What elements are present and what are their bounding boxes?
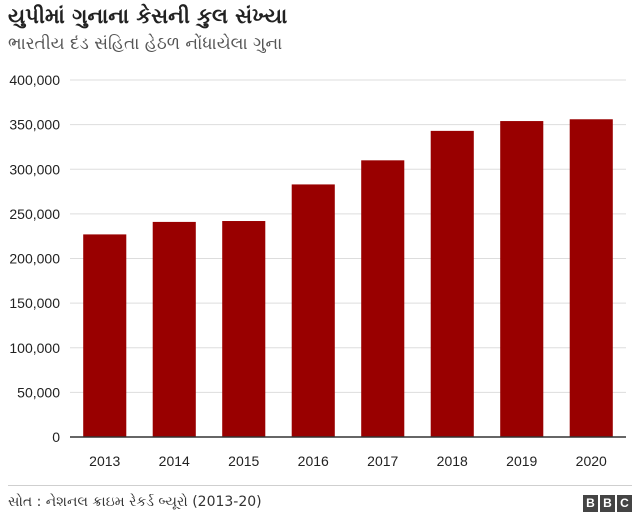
- bbc-logo: B B C: [583, 495, 632, 512]
- y-tick-label: 100,000: [9, 340, 60, 356]
- y-tick-label: 400,000: [9, 72, 60, 88]
- bbc-logo-letter: B: [583, 495, 598, 512]
- bbc-logo-letter: C: [617, 495, 632, 512]
- chart-title: યુપીમાં ગુનાના કેસની કુલ સંખ્યા: [8, 4, 288, 28]
- x-tick-label: 2018: [437, 453, 468, 469]
- x-tick-label: 2017: [367, 453, 398, 469]
- bar-2020: [569, 119, 613, 438]
- x-tick-label: 2020: [576, 453, 607, 469]
- x-tick-label: 2014: [159, 453, 190, 469]
- y-tick-label: 250,000: [9, 206, 60, 222]
- source-note: સોત : નેશનલ ક્રાઇમ રેકર્ડ બ્યૂરો (2013-2…: [8, 494, 262, 510]
- bars: [83, 119, 613, 438]
- bar-2015: [222, 221, 266, 437]
- bar-2016: [291, 184, 335, 437]
- x-axis-ticks: 2013 2014 2015 2016 2017 2018 2019 2020: [89, 453, 607, 469]
- y-tick-label: 200,000: [9, 251, 60, 267]
- y-tick-label: 0: [52, 429, 60, 445]
- y-tick-label: 350,000: [9, 117, 60, 133]
- y-tick-label: 50,000: [17, 384, 60, 400]
- bbc-logo-letter: B: [600, 495, 615, 512]
- chart-subtitle: ભારતીય દંડ સંહિતા હેઠળ નોંધાયેલા ગુના: [8, 34, 283, 54]
- y-axis-ticks: 0 50,000 100,000 150,000 200,000 250,000 300,0…: [9, 72, 60, 445]
- footer-divider: [8, 485, 632, 486]
- x-tick-label: 2013: [89, 453, 120, 469]
- y-tick-label: 300,000: [9, 161, 60, 177]
- bar-2019: [500, 121, 544, 438]
- bar-2018: [430, 130, 474, 437]
- bar-2013: [83, 234, 127, 437]
- bar-chart: 0 50,000 100,000 150,000 200,000 250,000 300,0…: [9, 72, 626, 469]
- x-tick-label: 2019: [506, 453, 537, 469]
- bar-2017: [361, 160, 405, 437]
- x-tick-label: 2016: [298, 453, 329, 469]
- bar-2014: [152, 221, 196, 437]
- y-tick-label: 150,000: [9, 295, 60, 311]
- x-tick-label: 2015: [228, 453, 259, 469]
